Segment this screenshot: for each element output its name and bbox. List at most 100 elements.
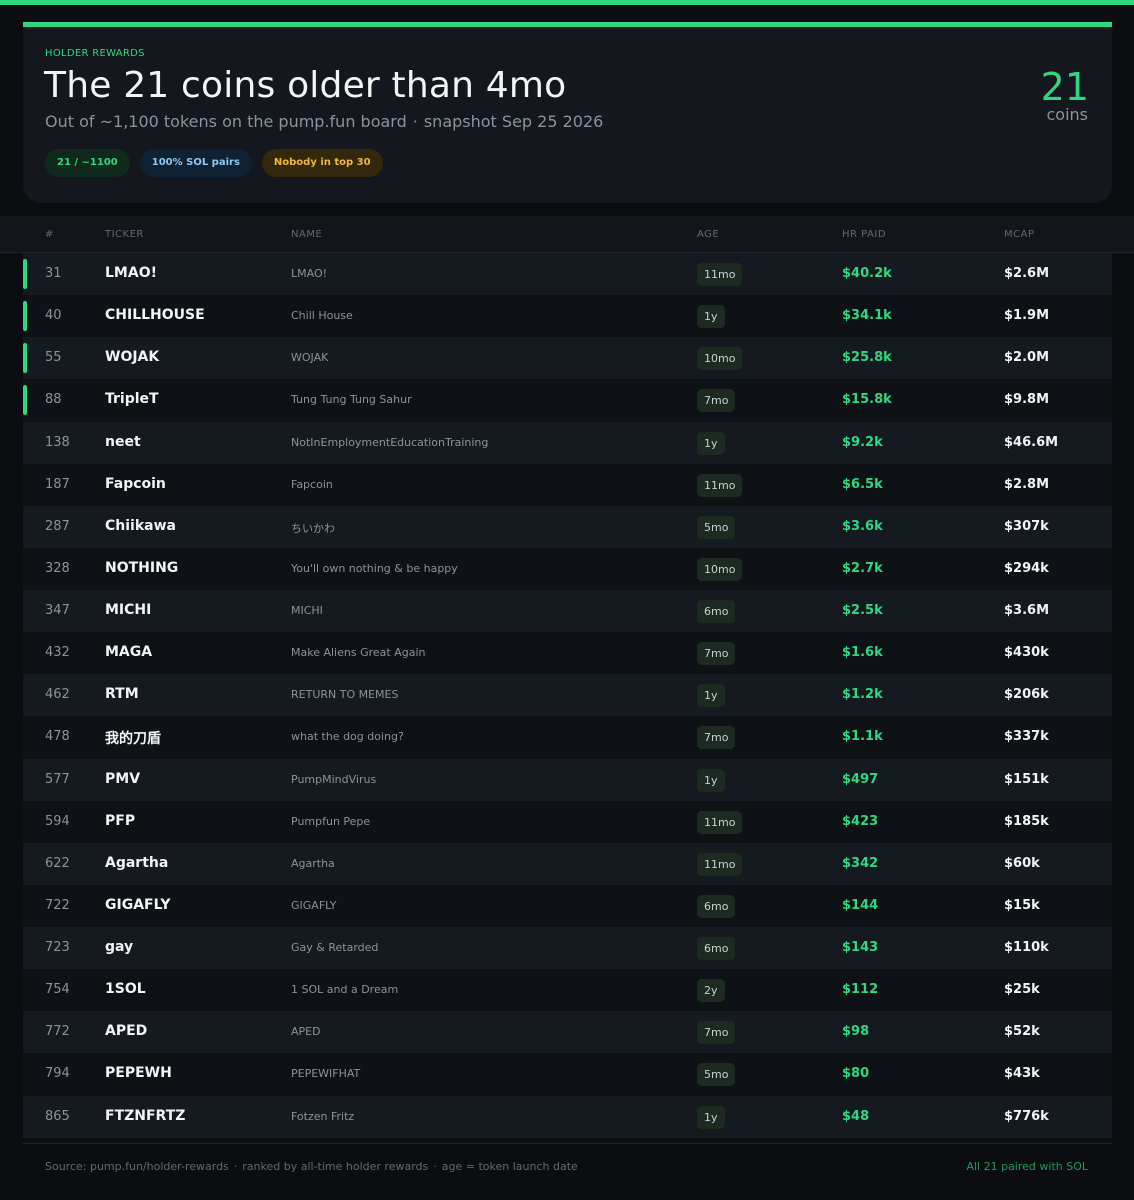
row-ticker: NOTHING: [105, 559, 179, 576]
table-row[interactable]: 478 我的刀盾 what the dog doing? 7mo $1.1k $337k: [23, 716, 1112, 759]
row-age-badge: 1y: [697, 768, 725, 792]
row-ticker: MAGA: [105, 644, 153, 661]
row-mcap: $2.6M: [1004, 266, 1050, 281]
row-hr-paid: $98: [842, 1024, 870, 1040]
row-name: Tung Tung Tung Sahur: [291, 393, 412, 407]
row-ticker: PEPEWH: [105, 1065, 172, 1082]
row-name: Agartha: [291, 856, 335, 870]
row-hr-paid: $1.6k: [842, 645, 883, 661]
row-mcap: $294k: [1004, 560, 1049, 576]
footer-separator: ·: [433, 1160, 437, 1173]
table-row[interactable]: 722 GIGAFLY GIGAFLY 6mo $144 $15k: [23, 884, 1112, 927]
footer-source-text: Source: pump.fun/holder-rewards: [45, 1160, 229, 1173]
table-row[interactable]: 138 neet NotInEmploymentEducationTraining 1…: [23, 421, 1112, 464]
row-highlight-marker: [23, 301, 27, 332]
row-ticker: MICHI: [105, 602, 152, 618]
table-row[interactable]: 40 CHILLHOUSE Chill House 1y $34.1k $1.9M: [23, 295, 1112, 338]
row-age-badge: 10mo: [697, 557, 743, 581]
coin-count-label: coins: [1046, 105, 1088, 124]
row-rank: 865: [45, 1108, 70, 1124]
row-ticker: Chiikawa: [105, 517, 176, 534]
row-ticker: LMAO!: [105, 265, 157, 281]
row-name: Gay & Retarded: [291, 941, 379, 954]
col-age: AGE: [697, 229, 720, 240]
table-row[interactable]: 287 Chiikawa ちいかわ 5mo $3.6k $307k: [23, 505, 1112, 548]
table-row[interactable]: 772 APED APED 7mo $98 $52k: [23, 1011, 1112, 1054]
row-ticker: 1SOL: [105, 981, 146, 998]
row-highlight-marker: [23, 259, 27, 289]
row-age-badge: 1y: [697, 1105, 725, 1129]
row-ticker: TripleT: [105, 391, 159, 408]
table-header: # TICKER NAME AGE HR PAID MCAP: [0, 216, 1134, 253]
table-row[interactable]: 328 NOTHING You'll own nothing & be happy 1…: [23, 547, 1112, 590]
row-age-badge: 6mo: [697, 600, 736, 623]
row-name: GIGAFLY: [291, 898, 337, 912]
table-row[interactable]: 594 PFP Pumpfun Pepe 11mo $423 $185k: [23, 800, 1112, 843]
footer-note: All 21 paired with SOL: [966, 1160, 1088, 1173]
coin-count: 21: [1040, 65, 1089, 109]
row-name: Fapcoin: [291, 477, 333, 491]
row-age-badge: 1y: [697, 431, 725, 455]
row-mcap: $430k: [1004, 645, 1049, 661]
row-name: 1 SOL and a Dream: [291, 983, 399, 997]
row-hr-paid: $40.2k: [842, 266, 892, 281]
row-age-badge: 11mo: [697, 473, 743, 497]
row-hr-paid: $423: [842, 813, 879, 829]
row-mcap: $307k: [1004, 518, 1049, 534]
col-ticker: TICKER: [105, 229, 144, 240]
row-rank: 594: [45, 813, 70, 829]
table-row[interactable]: 794 PEPEWH PEPEWIFHAT 5mo $80 $43k: [23, 1053, 1112, 1096]
row-ticker: FTZNFRTZ: [105, 1107, 186, 1124]
row-hr-paid: $2.5k: [842, 603, 883, 618]
row-name: what the dog doing?: [291, 730, 404, 744]
table-row[interactable]: 432 MAGA Make Aliens Great Again 7mo $1.6k $4…: [23, 632, 1112, 675]
row-hr-paid: $2.7k: [842, 560, 883, 576]
table-row[interactable]: 31 LMAO! LMAO! 11mo $40.2k $2.6M: [23, 253, 1112, 296]
row-rank: 794: [45, 1066, 70, 1082]
row-hr-paid: $6.5k: [842, 476, 883, 492]
row-ticker: WOJAK: [105, 349, 160, 366]
row-rank: 88: [45, 392, 62, 408]
table-row[interactable]: 347 MICHI MICHI 6mo $2.5k $3.6M: [23, 590, 1112, 633]
col-hr-paid: HR PAID: [842, 229, 887, 240]
subtitle-separator: ·: [412, 112, 418, 131]
table-row[interactable]: 55 WOJAK WOJAK 10mo $25.8k $2.0M: [23, 337, 1112, 380]
row-age-badge: 1y: [697, 305, 725, 329]
row-rank: 287: [45, 518, 70, 534]
row-age-badge: 11mo: [697, 852, 743, 876]
eyebrow-label: HOLDER REWARDS: [45, 48, 145, 59]
table-row[interactable]: 88 TripleT Tung Tung Tung Sahur 7mo $15.8k $9…: [23, 379, 1112, 422]
row-mcap: $9.8M: [1004, 392, 1050, 408]
table-row[interactable]: 462 RTM RETURN TO MEMES 1y $1.2k $206k: [23, 674, 1112, 717]
row-mcap: $151k: [1004, 771, 1049, 787]
table-row[interactable]: 187 Fapcoin Fapcoin 11mo $6.5k $2.8M: [23, 463, 1112, 506]
row-age-badge: 5mo: [697, 515, 736, 539]
row-mcap: $2.0M: [1004, 350, 1050, 366]
col-name: NAME: [291, 229, 323, 240]
table-row[interactable]: 577 PMV PumpMindVirus 1y $497 $151k: [23, 758, 1112, 801]
row-hr-paid: $143: [842, 940, 879, 955]
row-hr-paid: $80: [842, 1066, 870, 1082]
footer-separator: ·: [233, 1160, 238, 1173]
row-rank: 577: [45, 771, 70, 787]
row-hr-paid: $497: [842, 771, 879, 787]
row-hr-paid: $144: [842, 897, 879, 913]
table-row[interactable]: 754 1SOL 1 SOL and a Dream 2y $112 $25k: [23, 969, 1112, 1012]
row-mcap: $3.6M: [1004, 603, 1050, 618]
row-hr-paid: $9.2k: [842, 434, 883, 450]
row-name: NotInEmploymentEducationTraining: [291, 435, 489, 449]
row-ticker: Fapcoin: [105, 475, 166, 492]
row-rank: 772: [45, 1024, 70, 1040]
row-name: Make Aliens Great Again: [291, 646, 426, 660]
subtitle-main: Out of ~1,100 tokens on the pump.fun boa…: [45, 112, 407, 131]
page-subtitle: Out of ~1,100 tokens on the pump.fun boa…: [45, 112, 603, 131]
row-rank: 328: [45, 560, 70, 576]
row-ticker: RTM: [105, 686, 139, 703]
footer-divider: [23, 1143, 1112, 1144]
row-rank: 723: [45, 940, 70, 955]
table-row[interactable]: 865 FTZNFRTZ Fotzen Fritz 1y $48 $776k: [23, 1095, 1112, 1138]
table-row[interactable]: 723 gay Gay & Retarded 6mo $143 $110k: [23, 927, 1112, 970]
row-mcap: $2.8M: [1004, 476, 1050, 492]
row-name: LMAO!: [291, 267, 328, 280]
table-row[interactable]: 622 Agartha Agartha 11mo $342 $60k: [23, 842, 1112, 885]
